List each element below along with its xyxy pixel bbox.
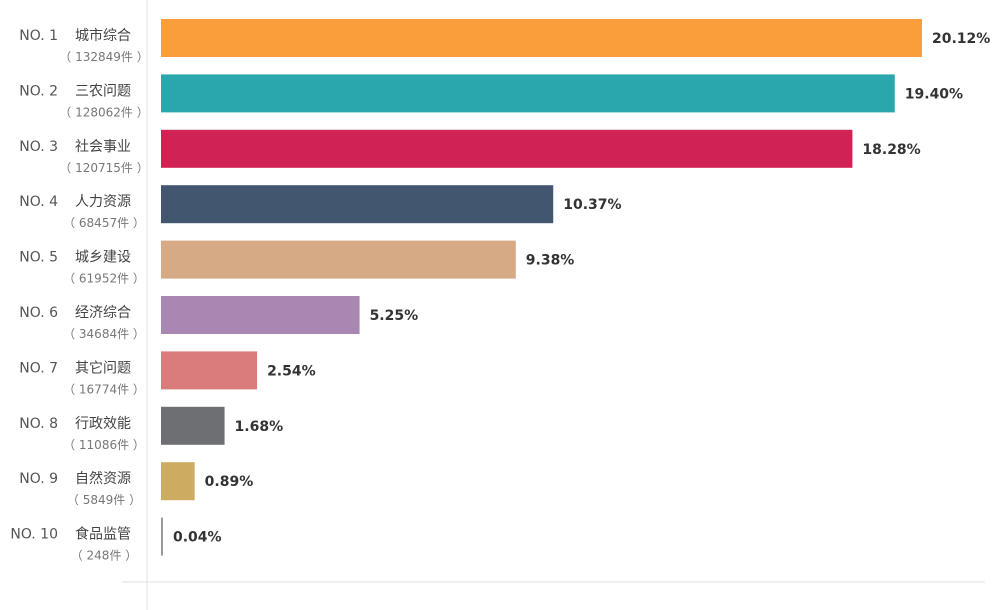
category-label: 自然资源 [75,470,131,487]
bar [161,19,922,57]
rank-label: NO. 3 [19,139,58,155]
rank-label: NO. 5 [19,250,58,266]
bar [161,462,195,501]
rank-label: NO. 8 [19,416,58,432]
count-label: （ 132849件 ） [59,50,148,64]
rank-label: NO. 10 [10,527,58,543]
bar [161,240,516,279]
category-label: 三农问题 [75,83,131,99]
category-label: 城乡建设 [75,250,131,266]
value-label: 5.25% [370,308,419,324]
bar [161,406,225,445]
value-label: 19.40% [905,86,963,102]
bar [161,517,163,556]
rank-label: NO. 2 [19,83,58,99]
count-label: （ 11086件 ） [63,438,145,452]
value-label: 2.54% [267,363,316,379]
bar [161,351,258,390]
rank-label: NO. 6 [19,305,58,321]
rank-label: NO. 7 [19,360,58,376]
category-label: 社会事业 [75,139,131,155]
value-label: 10.37% [563,197,621,213]
count-label: （ 16774件 ） [63,382,145,396]
count-label: （ 5849件 ） [67,493,141,507]
value-label: 9.38% [526,253,575,269]
count-label: （ 128062件 ） [59,105,148,119]
value-label: 1.68% [235,419,284,435]
bar [161,185,554,224]
category-label: 人力资源 [75,194,131,210]
count-label: （ 248件 ） [71,549,138,563]
rank-label: NO. 1 [19,28,58,44]
category-label: 经济综合 [75,305,131,321]
value-label: 20.12% [932,31,990,47]
bar [161,296,360,334]
count-label: （ 61952件 ） [63,272,145,286]
rank-label: NO. 9 [19,471,58,487]
count-label: （ 120715件 ） [59,161,148,175]
count-label: （ 34684件 ） [63,327,145,341]
category-label: 行政效能 [75,416,131,432]
rank-label: NO. 4 [19,194,58,210]
bar [161,74,895,113]
category-label: 其它问题 [75,359,131,376]
count-label: （ 68457件 ） [63,216,145,230]
value-label: 0.04% [173,530,222,546]
value-label: 18.28% [862,142,920,158]
category-label: 城市综合 [75,27,131,44]
category-label: 食品监管 [75,526,131,543]
value-label: 0.89% [205,474,254,490]
bar [161,129,853,168]
